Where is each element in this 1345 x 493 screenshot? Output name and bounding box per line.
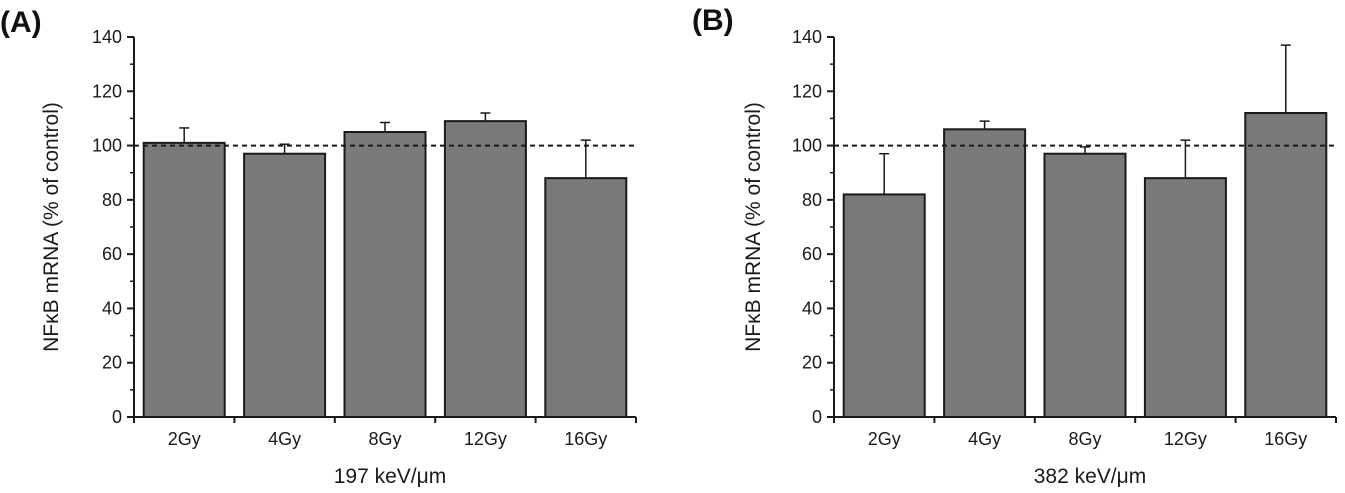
- x-tick-label: 16Gy: [564, 429, 607, 449]
- x-tick-label: 2Gy: [168, 429, 201, 449]
- bar: [243, 152, 327, 418]
- y-tick-label: 140: [792, 27, 822, 47]
- x-tick-label: 4Gy: [968, 429, 1001, 449]
- panel-label: (A): [0, 6, 42, 39]
- bar: [343, 131, 427, 418]
- bar: [1043, 152, 1127, 418]
- x-axis-title: 382 keV/μm: [1034, 465, 1147, 488]
- x-axis-title: 197 keV/μm: [334, 465, 447, 488]
- x-tick-label: 4Gy: [268, 429, 301, 449]
- y-tick-label: 140: [92, 27, 122, 47]
- y-tick-label: 20: [802, 353, 822, 373]
- y-tick-label: 40: [102, 298, 122, 318]
- bar: [1244, 112, 1328, 418]
- x-tick-label: 12Gy: [1164, 429, 1207, 449]
- bar: [544, 177, 628, 418]
- y-tick-label: 120: [792, 81, 822, 101]
- y-axis-title: NFκB mRNA (% of control): [742, 102, 765, 352]
- y-tick-label: 0: [112, 407, 122, 427]
- y-tick-label: 20: [102, 353, 122, 373]
- y-tick-label: 80: [102, 190, 122, 210]
- y-tick-label: 0: [812, 407, 822, 427]
- bar: [842, 193, 926, 418]
- x-tick-label: 12Gy: [464, 429, 507, 449]
- y-tick-label: 60: [802, 244, 822, 264]
- x-tick-label: 8Gy: [1068, 429, 1101, 449]
- y-tick-label: 60: [102, 244, 122, 264]
- x-tick-label: 16Gy: [1264, 429, 1307, 449]
- bar: [1143, 177, 1227, 418]
- y-tick-label: 80: [802, 190, 822, 210]
- bar: [142, 141, 226, 418]
- y-tick-label: 100: [792, 136, 822, 156]
- bar: [443, 120, 527, 419]
- y-tick-label: 120: [92, 81, 122, 101]
- panel-label: (B): [692, 4, 734, 37]
- y-tick-label: 40: [802, 298, 822, 318]
- x-tick-label: 8Gy: [368, 429, 401, 449]
- chart-panel-1: (B) 2Gy 4Gy 8Gy 12Gy 16Gy 0 20 40 60 80 100 120 140 38…: [692, 4, 1337, 488]
- chart-panel-0: (A) 2Gy 4Gy 8Gy 12Gy 16Gy 0 20 40 60 80 100 120 140 19…: [0, 6, 637, 488]
- bar: [943, 128, 1027, 419]
- y-tick-label: 100: [92, 136, 122, 156]
- y-axis-title: NFκB mRNA (% of control): [40, 102, 63, 352]
- x-tick-label: 2Gy: [868, 429, 901, 449]
